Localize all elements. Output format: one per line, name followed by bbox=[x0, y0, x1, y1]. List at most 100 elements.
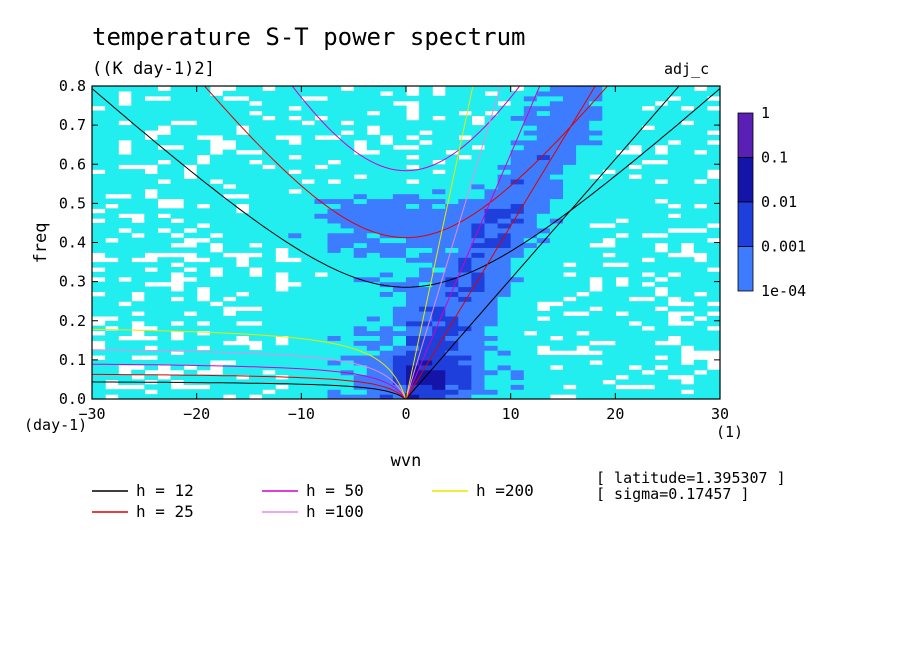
heat-cell bbox=[209, 355, 224, 361]
heat-cell bbox=[432, 306, 446, 312]
heat-cell bbox=[92, 90, 106, 97]
heat-cell bbox=[235, 394, 250, 399]
heat-cell bbox=[196, 281, 211, 288]
heat-cell bbox=[471, 213, 486, 219]
heat-cell bbox=[706, 394, 720, 399]
heat-cell bbox=[432, 315, 446, 322]
heat-cell bbox=[576, 105, 590, 112]
heat-cell bbox=[549, 262, 564, 268]
heat-cell bbox=[170, 134, 185, 141]
heat-cell bbox=[275, 222, 289, 229]
heat-cell bbox=[196, 335, 211, 341]
heat-cell bbox=[602, 325, 616, 332]
heat-cell bbox=[222, 178, 237, 185]
heat-cell bbox=[235, 120, 250, 126]
colorbar-label: 0.001 bbox=[761, 238, 806, 256]
heat-cell bbox=[484, 100, 499, 107]
heat-cell bbox=[654, 120, 669, 126]
heat-cell bbox=[654, 257, 669, 263]
heat-cell bbox=[222, 110, 237, 116]
heat-cell bbox=[680, 291, 695, 297]
heat-cell bbox=[366, 227, 381, 234]
heat-cell bbox=[510, 154, 525, 160]
heat-cell bbox=[275, 242, 289, 248]
heat-cell bbox=[445, 335, 459, 341]
heat-cell bbox=[144, 159, 158, 165]
heat-cell bbox=[366, 369, 381, 376]
heat-cell bbox=[654, 105, 669, 112]
y-tick-label: 0.5 bbox=[59, 194, 86, 212]
heat-cell bbox=[222, 125, 237, 131]
heat-cell bbox=[510, 379, 525, 385]
heat-cell bbox=[549, 315, 564, 322]
heat-cell bbox=[549, 164, 564, 170]
heat-cell bbox=[471, 125, 486, 131]
heat-cell bbox=[615, 247, 629, 253]
heat-cell bbox=[693, 374, 708, 380]
heat-cell bbox=[314, 394, 329, 399]
heat-cell bbox=[602, 232, 616, 239]
heat-cell bbox=[706, 144, 720, 151]
heat-cell bbox=[131, 350, 145, 356]
heat-cell bbox=[196, 227, 211, 234]
heat-cell bbox=[536, 120, 551, 126]
heat-cell bbox=[510, 257, 525, 263]
heat-cell bbox=[144, 203, 158, 209]
heat-cell bbox=[615, 213, 629, 219]
heat-cell bbox=[235, 90, 250, 97]
heat-cell bbox=[406, 188, 420, 195]
heat-cell bbox=[484, 281, 499, 288]
heat-cell bbox=[209, 394, 224, 399]
heat-cell bbox=[406, 174, 420, 180]
heat-cell bbox=[92, 262, 106, 268]
heat-cell bbox=[602, 110, 616, 116]
heat-cell bbox=[628, 262, 643, 268]
heat-cell bbox=[327, 267, 342, 273]
heat-cell bbox=[628, 198, 643, 204]
heat-cell bbox=[249, 257, 263, 263]
heat-cell bbox=[340, 281, 355, 288]
heat-cell bbox=[275, 345, 289, 351]
heat-cell bbox=[392, 291, 407, 297]
heat-cell bbox=[340, 110, 355, 116]
heat-cell bbox=[510, 311, 525, 317]
heat-cell bbox=[249, 222, 263, 229]
heat-cell bbox=[288, 252, 302, 258]
heat-cell bbox=[654, 154, 669, 160]
heat-cell bbox=[458, 291, 472, 297]
heat-cell bbox=[144, 315, 158, 322]
heat-cell bbox=[628, 394, 643, 399]
heat-cell bbox=[536, 325, 551, 332]
heat-cell bbox=[105, 100, 119, 107]
heat-cell bbox=[209, 130, 224, 136]
heat-cell bbox=[497, 320, 512, 327]
heat-cell bbox=[445, 301, 459, 307]
heat-cell bbox=[432, 213, 446, 219]
heat-cell bbox=[340, 193, 355, 200]
heat-cell bbox=[641, 90, 656, 97]
heat-cell bbox=[458, 100, 472, 107]
heat-cell bbox=[536, 267, 551, 273]
heat-cell bbox=[549, 271, 564, 278]
heat-cell bbox=[576, 100, 590, 107]
heat-cell bbox=[222, 247, 237, 253]
heat-cell bbox=[327, 154, 342, 160]
heat-cell bbox=[379, 120, 394, 126]
heat-cell bbox=[471, 110, 486, 116]
heat-cell bbox=[576, 130, 590, 136]
heat-cell bbox=[458, 208, 472, 214]
heat-cell bbox=[510, 384, 525, 390]
heat-cell bbox=[484, 286, 499, 292]
heat-cell bbox=[497, 115, 512, 121]
heat-cell bbox=[144, 218, 158, 224]
heat-cell bbox=[458, 139, 472, 146]
heat-cell bbox=[157, 237, 172, 244]
heat-cell bbox=[262, 374, 276, 380]
heat-cell bbox=[641, 208, 656, 214]
heat-cell bbox=[235, 267, 250, 273]
heat-cell bbox=[693, 159, 708, 165]
heat-cell bbox=[301, 379, 315, 385]
heat-cell bbox=[523, 252, 538, 258]
heat-cell bbox=[641, 203, 656, 209]
heat-cell bbox=[589, 193, 603, 200]
